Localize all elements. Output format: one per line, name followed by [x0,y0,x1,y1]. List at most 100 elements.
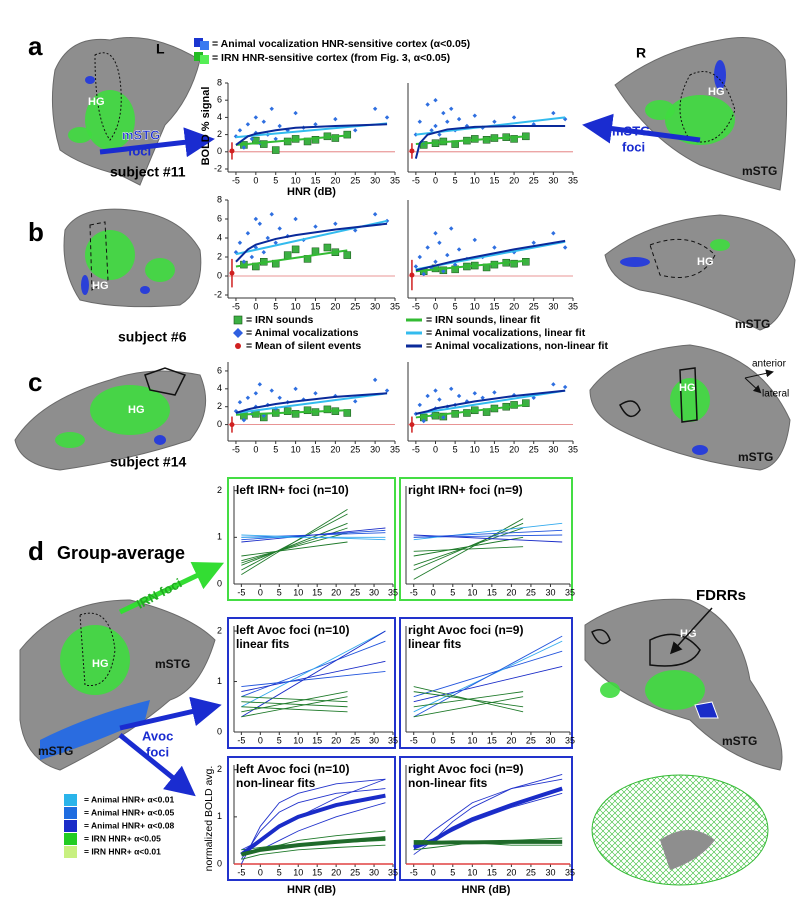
hg-label: HG [92,280,109,292]
x-tick-label: 35 [565,587,575,597]
x-tick-label: 15 [487,867,497,877]
hg-label: HG [679,382,696,394]
point [311,136,320,144]
x-tick-label: 5 [277,735,282,745]
fit-line [413,546,524,552]
point [293,216,298,222]
x-tick-label: 15 [489,301,499,311]
point [441,110,446,116]
fit-line [235,123,388,146]
point [437,132,442,137]
point [433,388,438,393]
x-tick-label: 20 [509,175,519,185]
y-tick-label: 0 [217,270,222,280]
mstg-label: mSTG [38,744,73,758]
x-tick-label: 30 [370,444,380,454]
mstg-label: mSTG [722,734,757,748]
frame [227,756,396,881]
y-tick-label: 4 [217,112,222,122]
point [417,402,422,408]
fit-line [415,403,526,419]
point [237,240,243,245]
x-tick-label: 5 [450,867,455,877]
x-axis-label: HNR (dB) [287,186,336,198]
point [449,106,454,111]
y-tick-label: 0 [217,419,222,429]
silent-mean [409,272,415,278]
panel-title: left IRN+ foci (n=10) [236,483,349,497]
fit-line [415,239,566,272]
x-tick-label: 5 [273,175,278,185]
point [441,415,446,420]
point [277,226,282,231]
x-tick-label: 25 [350,175,360,185]
point [510,135,518,143]
x-tick-label: 10 [470,444,480,454]
mean-line [240,793,386,857]
fit-line [413,650,563,698]
panel-subtitle: non-linear fits [408,776,488,790]
point [353,399,358,404]
silent-mean [229,422,235,428]
x-tick-label: 20 [331,867,341,877]
point [510,259,518,268]
fit-line [241,660,386,693]
glass-brain [591,774,769,886]
irn-foci: IRN foci [134,575,184,611]
silent-mean [229,270,235,276]
point [562,245,568,250]
x-tick-label: 30 [545,735,555,745]
mstg-foci: foci [128,143,151,158]
point [551,382,556,387]
x-tick-label: 35 [390,444,400,454]
brain-a-right: HG mSTG [614,37,788,191]
point [384,115,390,120]
fit-line [413,529,563,538]
point [245,122,251,127]
y-tick-label: 0 [217,726,222,736]
point [293,386,298,392]
point [433,123,438,129]
point [353,128,358,133]
fit-line [241,541,348,557]
point [472,391,477,396]
x-tick-label: 20 [330,444,340,454]
x-tick-label: 20 [509,301,519,311]
legend-label: = Animal vocalizations, non-linear fit [426,340,608,352]
x-tick-label: 30 [545,587,555,597]
panel-subtitle: linear fits [408,637,462,651]
y-axis-label: normalized BOLD avg. [203,766,215,872]
fdrrs-label: FDRRs [696,587,746,604]
legend-label: = Animal vocalizations [246,327,359,339]
fit-line [240,788,386,860]
x-tick-label: -5 [237,867,245,877]
point [323,243,332,252]
avoc-foci: Avoc [142,728,173,743]
y-tick-label: -2 [214,289,222,299]
point [480,395,485,400]
point [372,377,378,383]
x-tick-label: 15 [312,867,322,877]
x-tick-label: 15 [310,301,320,311]
mstg-label: mSTG [738,450,773,464]
point [257,221,263,226]
point [384,388,390,393]
x-tick-label: 0 [253,175,258,185]
x-tick-label: 30 [548,301,558,311]
point [562,384,568,390]
x-tick-label: -5 [232,444,240,454]
panel-title: right IRN+ foci (n=9) [408,483,523,497]
point [257,382,263,387]
panel-label: c [28,367,42,397]
hg-label: HG [697,256,714,268]
legend-label: = IRN HNR+ α<0.05 [84,833,161,843]
frame [399,756,573,881]
fit-line [241,508,348,576]
point [269,388,274,393]
x-tick-label: 35 [390,301,400,311]
x-tick-label: 25 [526,587,536,597]
y-tick-label: 6 [217,213,222,223]
avoc-foci: foci [146,744,169,759]
hg-label: HG [92,658,109,670]
fit-line [241,522,348,566]
